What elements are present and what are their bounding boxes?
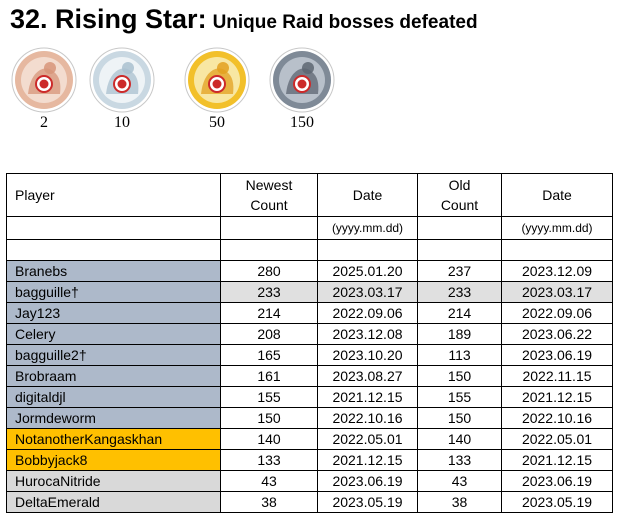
old-count: 237: [417, 260, 502, 282]
player-name: bagguille2†: [6, 344, 221, 366]
player-name: HurocaNitride: [6, 470, 221, 492]
newest-count: 233: [220, 281, 318, 303]
newest-count: 165: [220, 344, 318, 366]
old-count: 113: [417, 344, 502, 366]
old-count: 155: [417, 386, 502, 408]
old-date: 2022.10.16: [501, 407, 613, 429]
player-name: Brobraam: [6, 365, 221, 387]
newest-date: 2025.01.20: [317, 260, 418, 282]
old-date: 2022.11.15: [501, 365, 613, 387]
old-count: 214: [417, 302, 502, 324]
old-count: 150: [417, 407, 502, 429]
newest-count: 208: [220, 323, 318, 345]
date-format-label-old: (yyyy.mm.dd): [501, 216, 613, 240]
silver-medal-icon: [88, 46, 156, 114]
old-count: 233: [417, 281, 502, 303]
header-newest-line1: Newest: [245, 177, 293, 193]
silver-medal-threshold: 10: [114, 114, 130, 131]
table-row: HurocaNitride 43 2023.06.19 43 2023.06.19: [6, 470, 613, 492]
header-old-count: Old Count: [417, 173, 502, 217]
newest-date: 2022.05.01: [317, 428, 418, 450]
old-date: 2023.05.19: [501, 491, 613, 513]
newest-date: 2022.09.06: [317, 302, 418, 324]
header-date-old: Date: [501, 173, 613, 217]
newest-count: 280: [220, 260, 318, 282]
blank-row: [6, 239, 613, 261]
table-row: Jay123 214 2022.09.06 214 2022.09.06: [6, 302, 613, 324]
old-date: 2022.09.06: [501, 302, 613, 324]
player-name: Celery: [6, 323, 221, 345]
table-row: NotanotherKangaskhan 140 2022.05.01 140 2022…: [6, 428, 613, 450]
player-name: bagguille†: [6, 281, 221, 303]
bronze-medal-threshold: 2: [40, 114, 48, 131]
newest-date: 2023.03.17: [317, 281, 418, 303]
player-name: NotanotherKangaskhan: [6, 428, 221, 450]
title-main: 32. Rising Star:: [10, 4, 207, 34]
old-date: 2021.12.15: [501, 449, 613, 471]
date-format-label: (yyyy.mm.dd): [317, 216, 418, 240]
newest-date: 2023.05.19: [317, 491, 418, 513]
gold-medal-threshold: 50: [209, 114, 225, 131]
old-count: 133: [417, 449, 502, 471]
table-row: Bobbyjack8 133 2021.12.15 133 2021.12.15: [6, 449, 613, 471]
header-old-line1: Old: [448, 177, 471, 193]
date-format-row: (yyyy.mm.dd) (yyyy.mm.dd): [6, 216, 613, 240]
old-count: 189: [417, 323, 502, 345]
header-newest-line2: Count: [250, 197, 288, 213]
player-name: Branebs: [6, 260, 221, 282]
newest-count: 150: [220, 407, 318, 429]
header-player: Player: [6, 173, 221, 217]
header-old-line2: Count: [440, 197, 479, 213]
newest-date: 2023.10.20: [317, 344, 418, 366]
old-date: 2023.06.19: [501, 470, 613, 492]
table-row: Brobraam 161 2023.08.27 150 2022.11.15: [6, 365, 613, 387]
newest-count: 214: [220, 302, 318, 324]
table-row: Branebs 280 2025.01.20 237 2023.12.09: [6, 260, 613, 282]
leaderboard-table: Player Newest Count Date Old Count Date (y…: [6, 173, 613, 513]
header-row: Player Newest Count Date Old Count Date: [6, 173, 613, 217]
title-subtitle: Unique Raid bosses defeated: [212, 12, 478, 33]
table-row: digitaldjl 155 2021.12.15 155 2021.12.15: [6, 386, 613, 408]
newest-count: 133: [220, 449, 318, 471]
player-name: digitaldjl: [6, 386, 221, 408]
old-date: 2022.05.01: [501, 428, 613, 450]
platinum-medal-threshold: 150: [290, 114, 314, 131]
table-row: Celery 208 2023.12.08 189 2023.06.22: [6, 323, 613, 345]
player-name: DeltaEmerald: [6, 491, 221, 513]
newest-date: 2023.08.27: [317, 365, 418, 387]
newest-count: 38: [220, 491, 318, 513]
newest-count: 43: [220, 470, 318, 492]
newest-count: 161: [220, 365, 318, 387]
old-date: 2021.12.15: [501, 386, 613, 408]
old-count: 38: [417, 491, 502, 513]
old-count: 140: [417, 428, 502, 450]
player-name: Jay123: [6, 302, 221, 324]
bronze-medal-icon: [10, 46, 78, 114]
table-row: Jormdeworm 150 2022.10.16 150 2022.10.16: [6, 407, 613, 429]
newest-date: 2022.10.16: [317, 407, 418, 429]
old-date: 2023.06.19: [501, 344, 613, 366]
platinum-medal-icon: [268, 46, 336, 114]
old-count: 43: [417, 470, 502, 492]
old-date: 2023.12.09: [501, 260, 613, 282]
player-name: Jormdeworm: [6, 407, 221, 429]
table-row: DeltaEmerald 38 2023.05.19 38 2023.05.19: [6, 491, 613, 513]
header-date: Date: [317, 173, 418, 217]
table-row: bagguille2† 165 2023.10.20 113 2023.06.19: [6, 344, 613, 366]
table-row: bagguille† 233 2023.03.17 233 2023.03.17: [6, 281, 613, 303]
gold-medal-icon: [183, 46, 251, 114]
newest-count: 140: [220, 428, 318, 450]
newest-date: 2021.12.15: [317, 449, 418, 471]
newest-date: 2023.06.19: [317, 470, 418, 492]
old-date: 2023.06.22: [501, 323, 613, 345]
old-date: 2023.03.17: [501, 281, 613, 303]
newest-date: 2023.12.08: [317, 323, 418, 345]
old-count: 150: [417, 365, 502, 387]
newest-date: 2021.12.15: [317, 386, 418, 408]
player-name: Bobbyjack8: [6, 449, 221, 471]
header-newest-count: Newest Count: [220, 173, 318, 217]
newest-count: 155: [220, 386, 318, 408]
page-title: 32. Rising Star: Unique Raid bosses defea…: [10, 4, 478, 35]
